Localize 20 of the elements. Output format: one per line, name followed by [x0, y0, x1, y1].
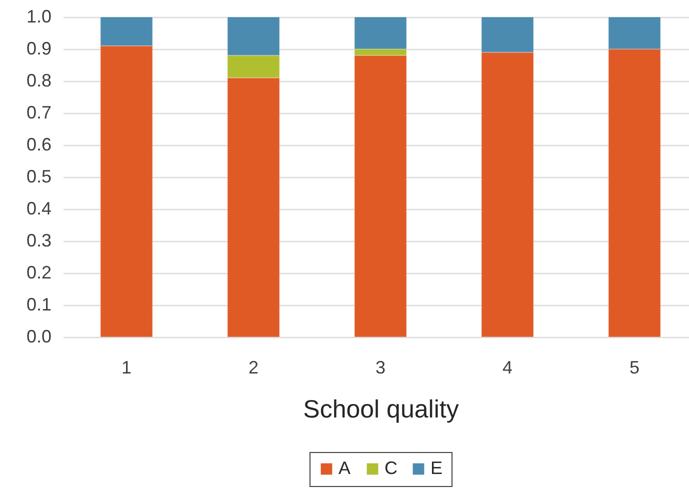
legend-label: A — [338, 458, 351, 478]
y-tick-label: 0.6 — [26, 134, 52, 154]
y-tick-label: 0.1 — [26, 294, 52, 314]
x-tick-label: 3 — [375, 358, 386, 378]
y-tick-label: 1.0 — [26, 6, 52, 26]
y-tick-label: 0.7 — [26, 102, 52, 122]
legend-label: E — [430, 458, 443, 478]
x-axis-title: School quality — [303, 396, 460, 424]
x-tick-label: 1 — [121, 358, 132, 378]
y-tick-label: 0.5 — [26, 166, 52, 186]
y-tick-label: 0.9 — [26, 38, 52, 58]
y-tick-label: 0.4 — [26, 198, 52, 218]
x-tick-label: 2 — [248, 358, 259, 378]
legend-label: C — [384, 458, 398, 478]
y-tick-label: 0.0 — [26, 326, 52, 346]
x-tick-label: 5 — [629, 358, 640, 378]
y-tick-label: 0.3 — [26, 230, 52, 250]
y-tick-label: 0.2 — [26, 262, 52, 282]
y-tick-label: 0.8 — [26, 70, 52, 90]
x-tick-label: 4 — [502, 358, 513, 378]
